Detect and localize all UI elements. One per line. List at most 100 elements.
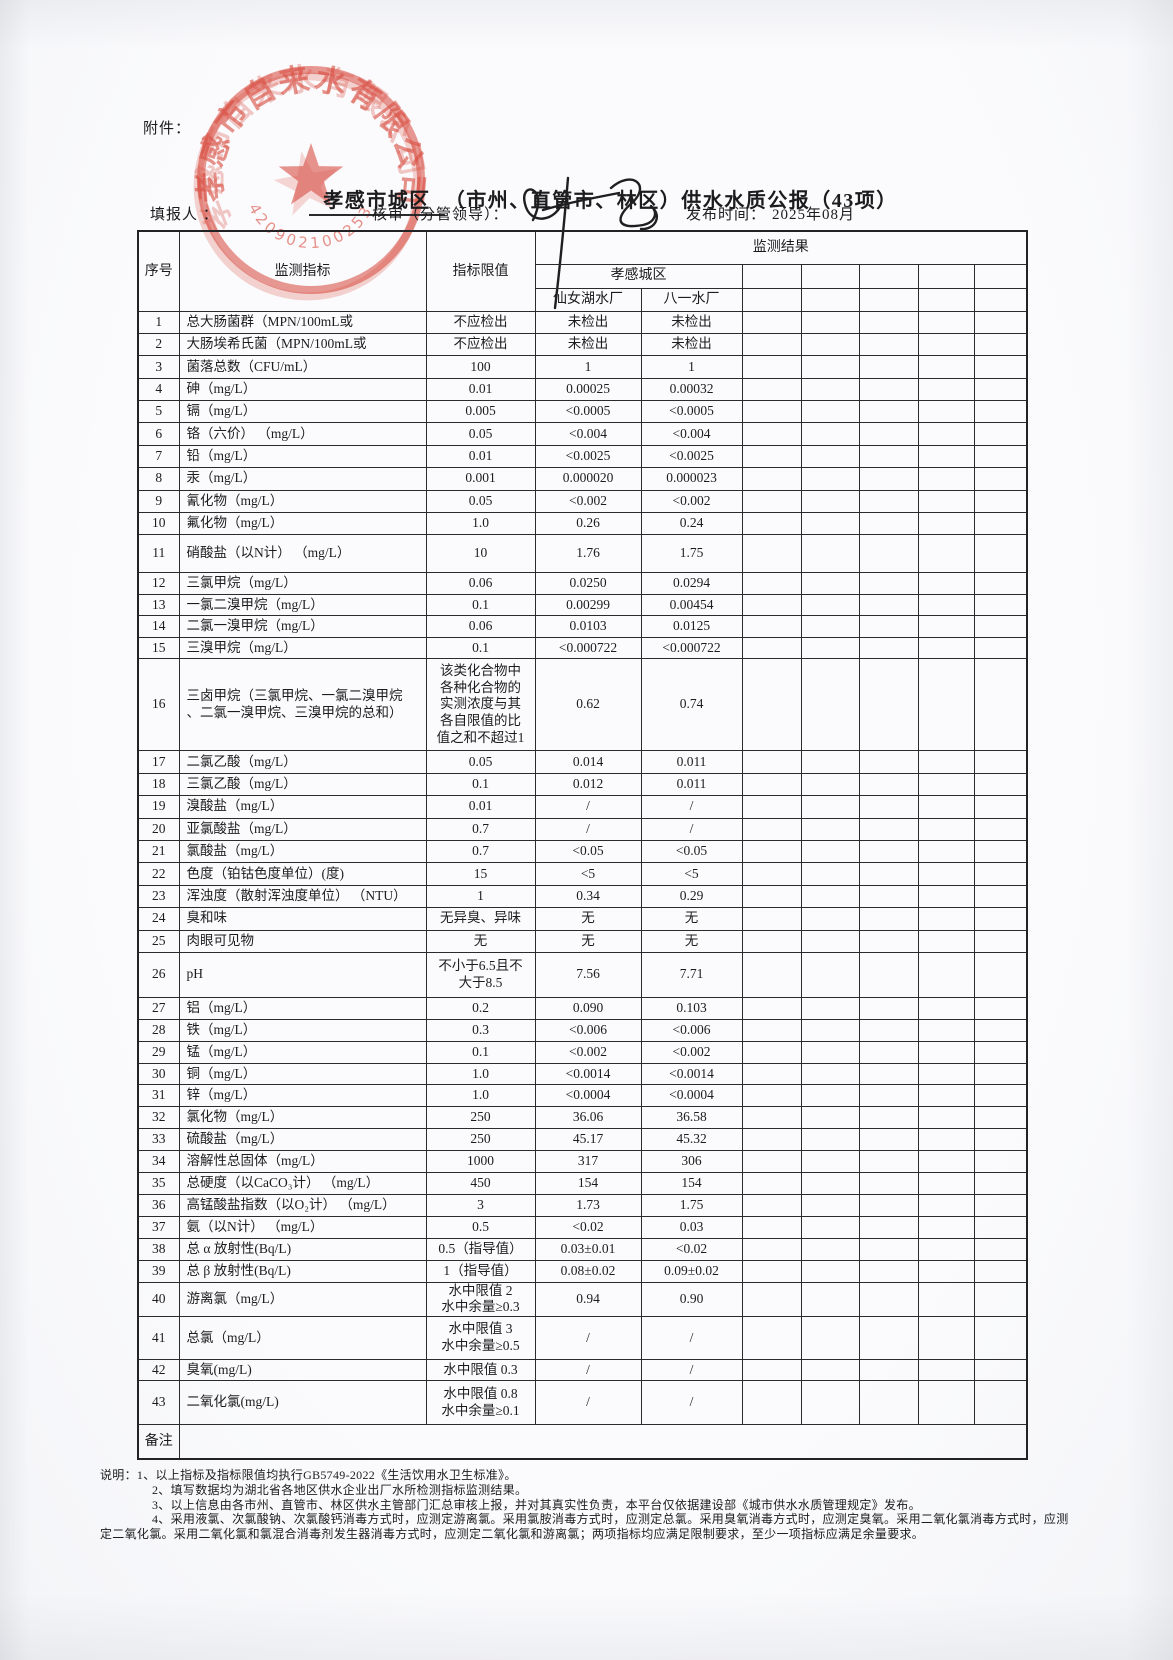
indicator-name: 三溴甲烷（mg/L） xyxy=(178,636,427,660)
result-bayi: 无 xyxy=(640,907,743,931)
row-number: 18 xyxy=(137,772,180,797)
empty-header-cell xyxy=(800,287,860,312)
empty-cell xyxy=(858,310,919,334)
indicator-name: 汞（mg/L） xyxy=(178,467,427,491)
result-xiannvhu: 无 xyxy=(534,929,642,953)
row-number: 10 xyxy=(137,512,180,536)
empty-cell xyxy=(858,929,919,953)
empty-cell xyxy=(800,512,860,536)
empty-cell xyxy=(917,884,975,909)
indicator-name: 二氯一溴甲烷（mg/L） xyxy=(178,615,427,638)
empty-cell xyxy=(800,377,860,402)
empty-cell xyxy=(741,534,802,574)
publish-time-label: 发布时间： xyxy=(686,207,767,223)
empty-cell xyxy=(858,1040,919,1064)
empty-cell xyxy=(800,862,860,886)
limit-value: 水中限值 0.8 水中余量≥0.1 xyxy=(425,1380,536,1426)
empty-cell xyxy=(917,593,975,617)
empty-cell xyxy=(917,377,975,402)
row-number: 17 xyxy=(137,750,180,774)
result-xiannvhu: <0.006 xyxy=(534,1018,642,1042)
empty-cell xyxy=(858,444,919,469)
empty-cell xyxy=(917,795,975,819)
row-number: 6 xyxy=(137,422,180,446)
table-row: 24 臭和味 无异臭、异味无无 xyxy=(137,907,1028,931)
table-row: 37 氨（以N计） （mg/L） 0.5 <0.02 0.03 xyxy=(137,1215,1028,1239)
indicator-name: 氯酸盐（mg/L） xyxy=(178,839,427,864)
indicator-name: 总 β 放射性(Bq/L) xyxy=(178,1259,427,1283)
empty-cell xyxy=(800,1316,860,1361)
result-xiannvhu: 0.62 xyxy=(534,658,642,752)
result-xiannvhu: 0.00299 xyxy=(534,593,642,617)
result-bayi: 0.00454 xyxy=(640,593,743,617)
row-number: 30 xyxy=(137,1062,180,1086)
result-bayi: 0.011 xyxy=(640,772,743,797)
result-xiannvhu: <0.002 xyxy=(534,1040,642,1064)
indicator-name: 二氧化氯(mg/L) xyxy=(178,1380,427,1426)
limit-value: 0.7 xyxy=(425,817,536,841)
empty-cell xyxy=(800,1150,860,1174)
empty-header-cell xyxy=(858,287,919,312)
empty-cell xyxy=(973,1150,1028,1174)
result-bayi: <0.002 xyxy=(640,1040,743,1064)
col-header-district: 孝感城区 xyxy=(534,263,743,289)
result-bayi: <5 xyxy=(640,862,743,886)
empty-cell xyxy=(858,400,919,424)
result-bayi: <0.0025 xyxy=(640,444,743,469)
empty-cell xyxy=(858,1380,919,1426)
row-number: 1 xyxy=(137,310,180,334)
empty-cell xyxy=(741,795,802,819)
empty-cell xyxy=(917,1172,975,1195)
empty-cell xyxy=(741,1084,802,1108)
table-body: 1 总大肠菌群（MPN/100mL或 不应检出 未检出 未检出 2 大肠埃希氏菌（MPN/1… xyxy=(137,310,1028,1426)
result-bayi: 1.75 xyxy=(640,1193,743,1217)
row-number: 40 xyxy=(137,1281,180,1318)
empty-cell xyxy=(800,1106,860,1130)
empty-cell xyxy=(800,534,860,574)
indicator-name: pH xyxy=(178,951,427,998)
empty-cell xyxy=(858,615,919,638)
indicator-name: 高锰酸盐指数（以O₂计） （mg/L） xyxy=(178,1193,427,1217)
indicator-name: 铬（六价） （mg/L） xyxy=(178,422,427,446)
result-xiannvhu: 无 xyxy=(534,907,642,931)
result-xiannvhu: <0.004 xyxy=(534,422,642,446)
table-row: 19 溴酸盐（mg/L） 0.01// xyxy=(137,795,1028,819)
empty-cell xyxy=(800,658,860,752)
empty-header-cell xyxy=(858,263,919,289)
limit-value: 0.05 xyxy=(425,422,536,446)
limit-value: 无 xyxy=(425,929,536,953)
indicator-name: 锌（mg/L） xyxy=(178,1084,427,1108)
limit-value: 100 xyxy=(425,355,536,379)
indicator-name: 大肠埃希氏菌（MPN/100mL或 xyxy=(178,332,427,357)
empty-cell xyxy=(973,489,1028,514)
table-row: 11 硝酸盐（以N计） （mg/L） 10 1.76 1.75 xyxy=(137,534,1028,574)
empty-cell xyxy=(973,1281,1028,1318)
table-row: 3 菌落总数（CFU/mL） 100 1 1 xyxy=(137,355,1028,379)
empty-cell xyxy=(973,422,1028,446)
empty-cell xyxy=(741,1359,802,1382)
empty-cell xyxy=(800,929,860,953)
empty-cell xyxy=(741,1128,802,1152)
empty-cell xyxy=(973,1193,1028,1217)
publish-time-value: 2025年08月 xyxy=(772,207,856,223)
empty-cell xyxy=(973,572,1028,595)
empty-cell xyxy=(858,1150,919,1174)
limit-value: 0.01 xyxy=(425,377,536,402)
note-line: 4、采用液氯、次氯酸钠、次氯酸钙消毒方式时，应测定游离氯。采用氯胺消毒方式时，应… xyxy=(100,1512,1069,1542)
empty-cell xyxy=(741,1150,802,1174)
empty-cell xyxy=(973,444,1028,469)
col-header-seq: 序号 xyxy=(137,230,180,312)
empty-cell xyxy=(973,750,1028,774)
limit-value: 0.1 xyxy=(425,1040,536,1064)
limit-value: 0.05 xyxy=(425,750,536,774)
table-row: 26 pH 不小于6.5且不 大于8.5 7.56 7.71 xyxy=(137,951,1028,998)
empty-cell xyxy=(858,1215,919,1239)
empty-cell xyxy=(973,907,1028,931)
empty-cell xyxy=(741,444,802,469)
limit-value: 1.0 xyxy=(425,1062,536,1086)
row-number: 14 xyxy=(137,615,180,638)
limit-value: 水中限值 0.3 xyxy=(425,1359,536,1382)
result-xiannvhu: 0.012 xyxy=(534,772,642,797)
limit-value: 不小于6.5且不 大于8.5 xyxy=(425,951,536,998)
empty-cell xyxy=(741,489,802,514)
